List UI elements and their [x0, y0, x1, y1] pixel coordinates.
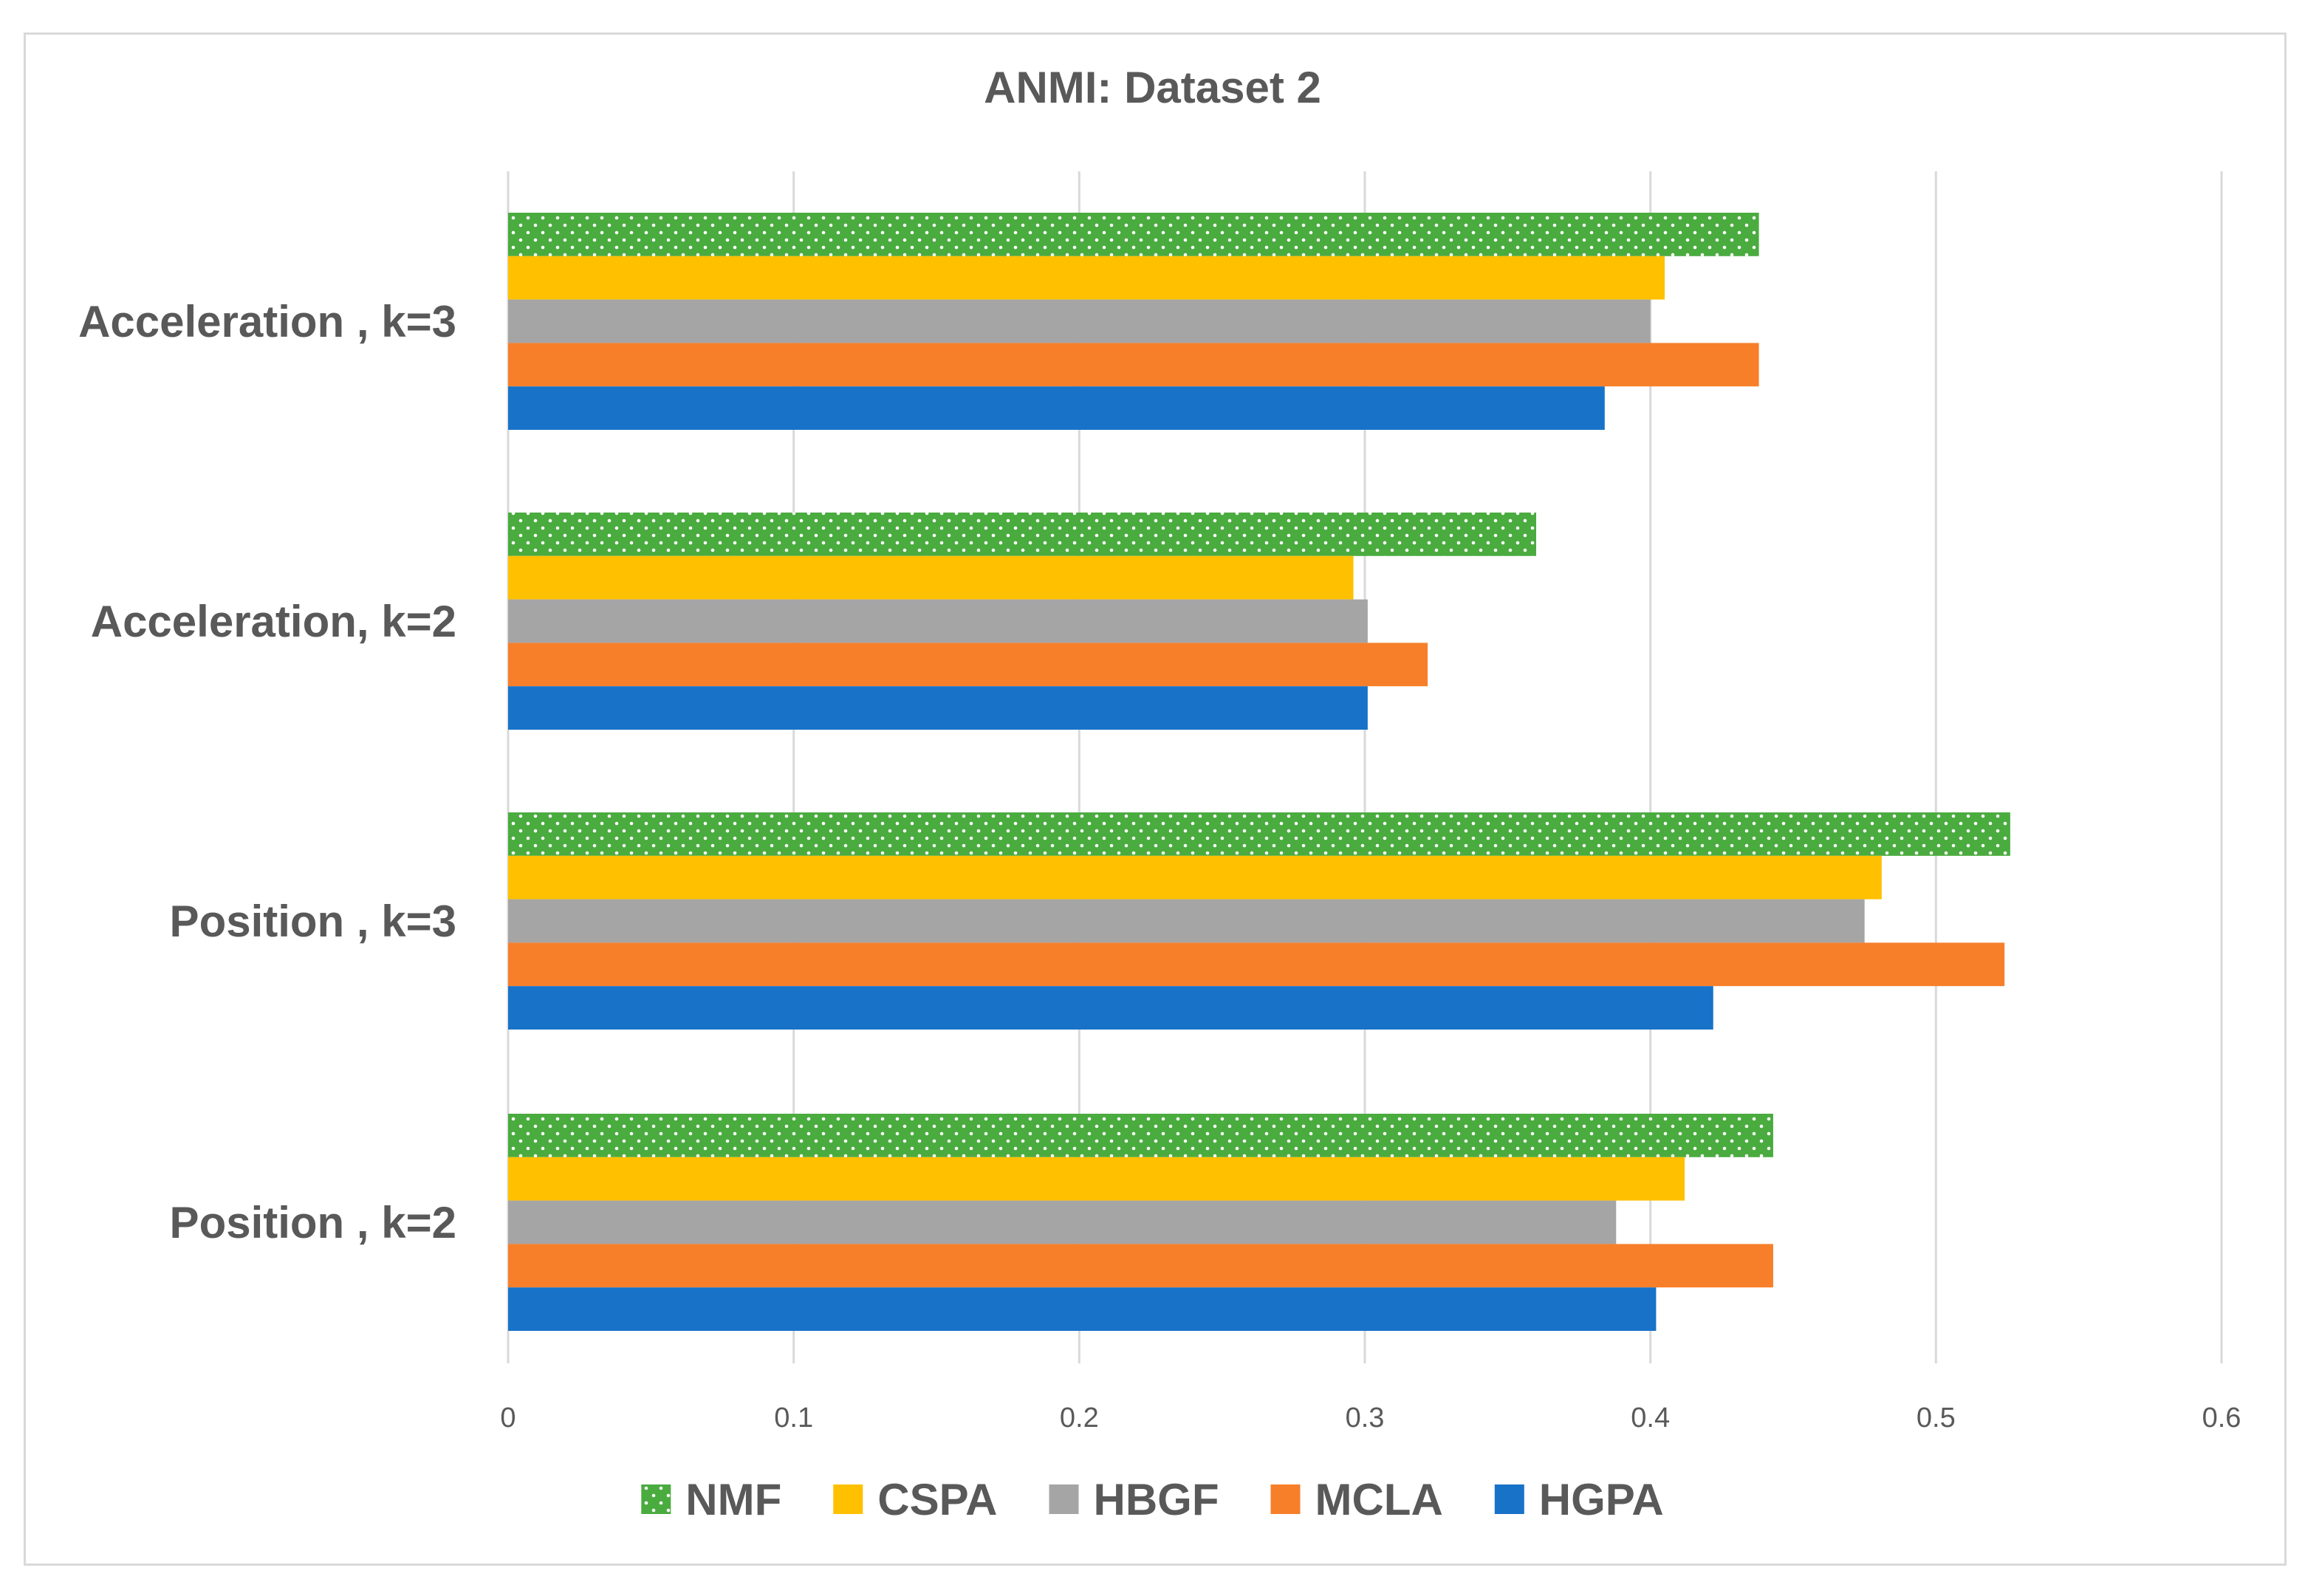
legend-swatch-hbgf	[1049, 1484, 1079, 1514]
category-labels: Acceleration , k=3 Acceleration, k=2 Posit…	[78, 297, 456, 1247]
legend-label-nmf: NMF	[685, 1475, 781, 1524]
category-label: Position , k=3	[170, 897, 456, 946]
bar-hbgf-acceleration-k-2	[508, 599, 1368, 643]
bar-mcla-position-k-2	[508, 1244, 1773, 1288]
x-tick-label: 0	[500, 1403, 516, 1434]
legend-swatch-mcla	[1270, 1484, 1301, 1514]
bar-cspa-position-k-3	[508, 855, 1882, 900]
legend-swatch-cspa	[833, 1484, 863, 1514]
legend-swatch-hgpa	[1494, 1484, 1524, 1514]
bar-hgpa-acceleration-k-3	[508, 386, 1605, 430]
bar-hgpa-position-k-2	[508, 1287, 1657, 1331]
bar-mcla-acceleration-k-3	[508, 343, 1759, 387]
bar-cspa-acceleration-k-2	[508, 555, 1354, 600]
legend-label-hgpa: HGPA	[1539, 1475, 1664, 1524]
legend-label-hbgf: HBGF	[1094, 1475, 1219, 1524]
bar-hgpa-acceleration-k-2	[508, 686, 1368, 730]
x-tick-label: 0.5	[1917, 1403, 1956, 1434]
legend-label-mcla: MCLA	[1315, 1475, 1443, 1524]
category-label: Acceleration , k=3	[78, 297, 456, 346]
chart-title: ANMI: Dataset 2	[984, 63, 1321, 112]
bar-mcla-acceleration-k-2	[508, 643, 1428, 687]
legend-swatch-nmf	[641, 1484, 671, 1514]
bar-hbgf-acceleration-k-3	[508, 299, 1651, 343]
bar-hbgf-position-k-2	[508, 1200, 1617, 1244]
x-tick-label: 0.2	[1060, 1403, 1099, 1434]
category-label: Acceleration, k=2	[91, 597, 456, 646]
bar-nmf-acceleration-k-2	[508, 513, 1536, 556]
x-tick-label: 0.3	[1346, 1403, 1385, 1434]
bar-hbgf-position-k-3	[508, 899, 1865, 943]
bar-mcla-position-k-3	[508, 942, 2005, 987]
bars	[508, 213, 2010, 1331]
bar-cspa-position-k-2	[508, 1157, 1685, 1201]
legend-label-cspa: CSPA	[877, 1475, 997, 1524]
legend: NMF CSPA HBGF MCLA HGPA	[641, 1475, 1664, 1524]
bar-hgpa-position-k-3	[508, 986, 1713, 1030]
bar-nmf-acceleration-k-3	[508, 213, 1759, 256]
bar-cspa-acceleration-k-3	[508, 256, 1665, 300]
category-label: Position , k=2	[170, 1198, 456, 1247]
x-tick-label: 0.6	[2202, 1403, 2241, 1434]
x-axis-ticks: 0 0.1 0.2 0.3 0.4 0.5 0.6	[500, 1403, 2241, 1434]
x-tick-label: 0.1	[774, 1403, 813, 1434]
bar-nmf-position-k-2	[508, 1114, 1773, 1157]
x-tick-label: 0.4	[1631, 1403, 1670, 1434]
bar-nmf-position-k-3	[508, 812, 2010, 856]
